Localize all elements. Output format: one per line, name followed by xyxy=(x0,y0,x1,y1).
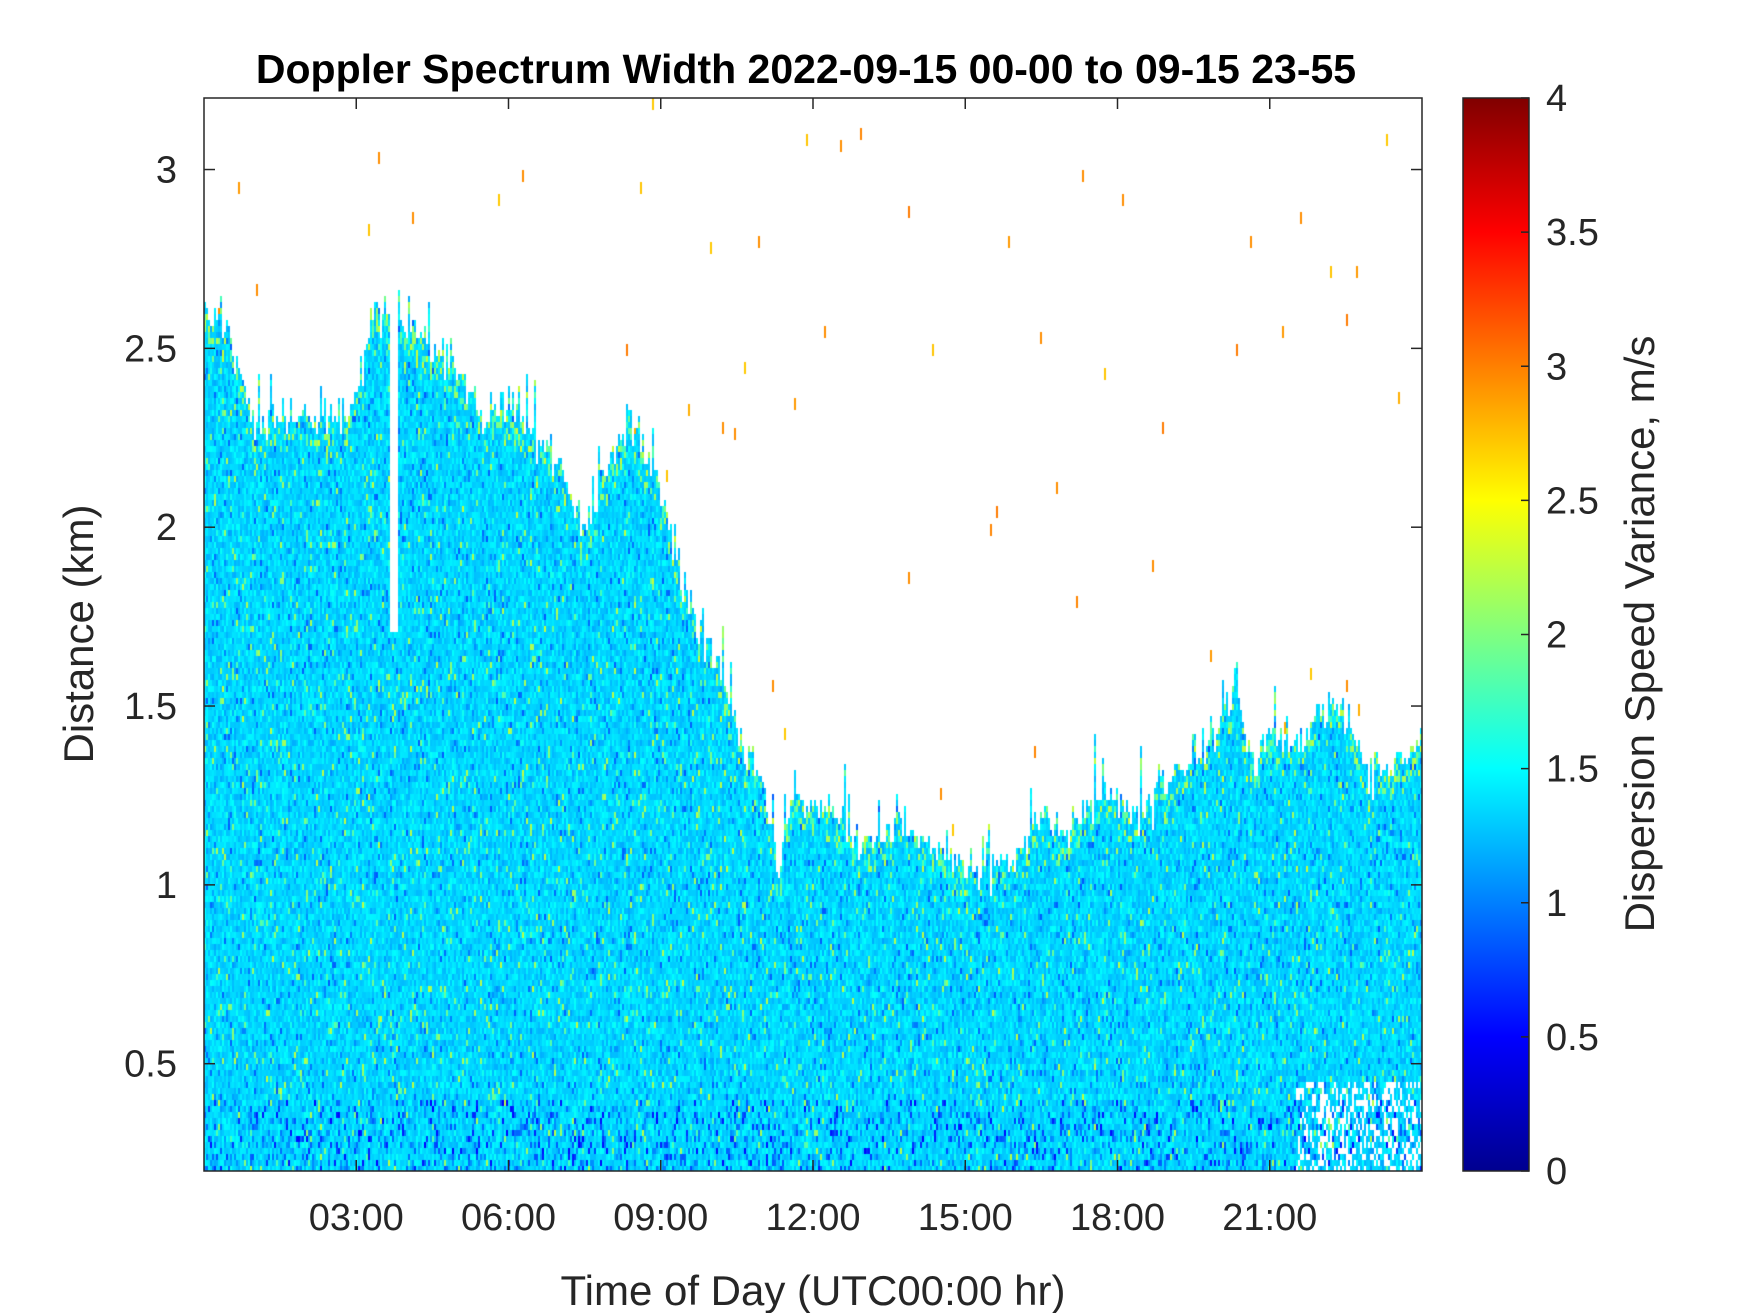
y-tick-label: 0.5 xyxy=(124,1044,177,1086)
y-tick-label: 1.5 xyxy=(124,686,177,728)
heatmap-area xyxy=(204,98,1422,1171)
x-tick-label: 09:00 xyxy=(613,1197,708,1239)
x-tick-label: 15:00 xyxy=(918,1197,1013,1239)
colorbar-tick-label: 1.5 xyxy=(1546,749,1599,791)
colorbar-tick-label: 3 xyxy=(1546,346,1567,388)
y-tick-label: 2.5 xyxy=(124,328,177,370)
colorbar-tick-label: 1 xyxy=(1546,883,1567,925)
colorbar-tick-label: 2 xyxy=(1546,615,1567,657)
colorbar-title: Dispersion Speed Variance, m/s xyxy=(1616,336,1663,933)
y-tick-label: 2 xyxy=(156,507,177,549)
colorbar xyxy=(1462,97,1530,1172)
y-axis-title: Distance (km) xyxy=(55,504,102,763)
x-tick-label: 12:00 xyxy=(765,1197,860,1239)
y-axis: 0.5 1 1.5 2 2.5 3 xyxy=(124,150,1422,1086)
x-tick-label: 06:00 xyxy=(461,1197,556,1239)
colorbar-tick-label: 3.5 xyxy=(1546,212,1599,254)
x-tick-label: 18:00 xyxy=(1070,1197,1165,1239)
y-tick-label: 3 xyxy=(156,150,177,192)
chart-title: Doppler Spectrum Width 2022-09-15 00-00 … xyxy=(256,46,1356,92)
y-tick-label: 1 xyxy=(156,865,177,907)
colorbar-tick-label: 2.5 xyxy=(1546,480,1599,522)
colorbar-tick-label: 4 xyxy=(1546,78,1567,120)
colorbar-axis: 0 0.5 1 1.5 2 2.5 3 3.5 4 xyxy=(1521,78,1599,1193)
x-axis: 03:00 06:00 09:00 12:00 15:00 18:00 21:00 xyxy=(309,98,1317,1239)
colorbar-tick-label: 0.5 xyxy=(1546,1017,1599,1059)
x-tick-label: 21:00 xyxy=(1222,1197,1317,1239)
x-axis-title: Time of Day (UTC00:00 hr) xyxy=(561,1267,1066,1313)
heatmap-canvas xyxy=(204,98,1422,1171)
colorbar-tick-label: 0 xyxy=(1546,1151,1567,1193)
x-tick-label: 03:00 xyxy=(309,1197,404,1239)
